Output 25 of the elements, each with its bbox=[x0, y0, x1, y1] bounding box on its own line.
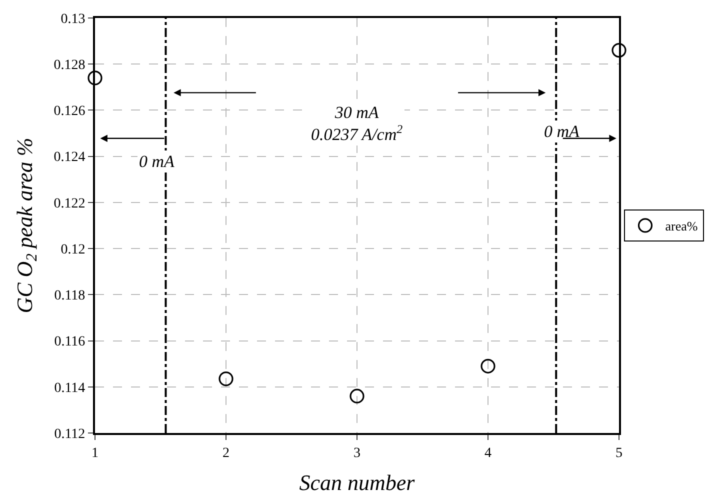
y-tick-label: 0.118 bbox=[54, 288, 86, 304]
point bbox=[218, 372, 234, 386]
y-tick-label: 0.128 bbox=[54, 58, 86, 74]
point bbox=[88, 70, 102, 86]
x-tick-label: 5 bbox=[616, 446, 622, 461]
x-axis-title: Scan number bbox=[299, 470, 416, 496]
annotation: 30 mA 0.0237 A/cm$^{2}$ bbox=[311, 103, 403, 144]
y-tick-label: 0.126 bbox=[54, 104, 86, 120]
point bbox=[350, 388, 364, 404]
point bbox=[612, 42, 626, 58]
y-tick-label: 0.124 bbox=[54, 150, 86, 166]
x-tick-label: 2 bbox=[222, 446, 230, 461]
x-tick-label: 4 bbox=[484, 446, 492, 461]
annotation: 0 mA bbox=[544, 122, 580, 141]
y-tick-label: 0.114 bbox=[54, 380, 86, 396]
y-tick-label: 0.13 bbox=[60, 12, 86, 27]
annotation: 0 mA bbox=[139, 152, 176, 171]
point bbox=[480, 358, 496, 374]
x-tick-label: 3 bbox=[354, 446, 360, 461]
y-tick-label: 0.122 bbox=[54, 196, 86, 212]
y-tick-label: 0.116 bbox=[54, 334, 86, 350]
y-tick-label: 0.112 bbox=[54, 426, 86, 442]
legend-label: area% bbox=[665, 218, 698, 234]
y-tick-label: 0.12 bbox=[60, 242, 86, 258]
x-tick-label: 1 bbox=[92, 446, 98, 461]
